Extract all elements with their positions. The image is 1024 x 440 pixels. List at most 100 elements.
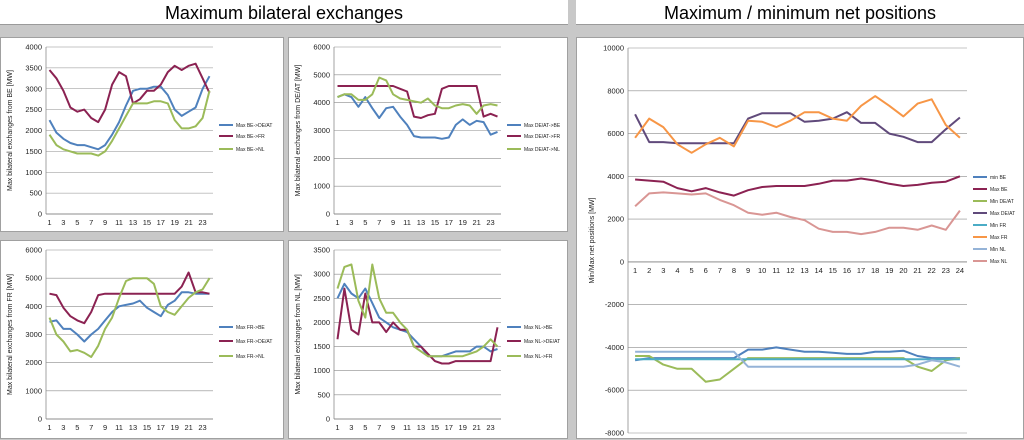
series-line xyxy=(634,346,960,362)
y-tick-label: 6000 xyxy=(313,43,330,52)
x-tick-label: 21 xyxy=(472,423,480,432)
x-tick-label: 11 xyxy=(115,218,123,227)
legend-label: Max DE/AT->BE xyxy=(524,123,561,129)
x-tick-label: 3 xyxy=(61,218,65,227)
y-tick-label: 1000 xyxy=(313,366,330,375)
series-line xyxy=(49,291,210,343)
x-tick-label: 13 xyxy=(129,218,137,227)
x-tick-label: 24 xyxy=(956,266,964,275)
x-tick-label: 11 xyxy=(403,423,411,432)
x-tick-label: 7 xyxy=(718,266,722,275)
x-tick-label: 1 xyxy=(335,218,339,227)
y-tick-label: 1500 xyxy=(25,147,42,156)
x-tick-label: 19 xyxy=(459,218,467,227)
x-tick-label: 18 xyxy=(871,266,879,275)
y-tick-label: 3000 xyxy=(313,270,330,279)
x-tick-label: 23 xyxy=(198,218,206,227)
series-line xyxy=(635,350,961,368)
x-tick-label: 9 xyxy=(103,218,107,227)
chart-panel-be: 0 500 1000 1500 2000 2500 3000 3500 4000 1 3 5 7 9 11 1… xyxy=(0,37,284,232)
x-tick-label: 1 xyxy=(335,423,339,432)
legend-label: Max FR xyxy=(990,235,1008,241)
x-tick-label: 1 xyxy=(47,423,51,432)
y-tick-label: 0 xyxy=(38,415,42,424)
y-tick-label: 0 xyxy=(326,415,330,424)
series-line xyxy=(634,191,961,236)
x-tick-label: 7 xyxy=(89,218,93,227)
x-tick-label: 13 xyxy=(800,266,808,275)
legend-label: Max BE xyxy=(990,187,1008,193)
x-tick-label: 3 xyxy=(349,218,353,227)
series-line xyxy=(337,76,498,115)
legend-label: Min FR xyxy=(990,223,1007,229)
x-tick-label: 23 xyxy=(198,423,206,432)
series-line xyxy=(48,62,211,124)
x-tick-label: 21 xyxy=(184,218,192,227)
legend-label: Max BE->FR xyxy=(236,134,265,140)
header-right: Maximum / minimum net positions xyxy=(576,0,1024,25)
series-line xyxy=(337,93,498,140)
x-tick-label: 21 xyxy=(184,423,192,432)
y-tick-label: 4000 xyxy=(25,302,42,311)
x-tick-label: 1 xyxy=(47,218,51,227)
y-tick-label: -4000 xyxy=(605,343,624,352)
x-tick-label: 10 xyxy=(758,266,766,275)
series-line xyxy=(48,90,211,157)
legend-label: Max BE->DE/AT xyxy=(236,123,272,129)
series-line xyxy=(634,95,961,154)
chart-net: -8000 -6000 -4000 -2000 0 2000 4000 6000 8000 100… xyxy=(589,44,1015,438)
legend-label: Max DE/AT->NL xyxy=(524,147,560,153)
x-tick-label: 17 xyxy=(857,266,865,275)
y-axis-title: Max bilateral exchanges from FR [MW] xyxy=(7,274,14,395)
x-tick-label: 17 xyxy=(445,218,453,227)
x-tick-label: 5 xyxy=(75,423,79,432)
x-tick-label: 9 xyxy=(391,423,395,432)
y-tick-label: 1000 xyxy=(313,182,330,191)
legend-label: Max FR->DE/AT xyxy=(236,339,272,345)
legend-label: Max DE/AT xyxy=(990,211,1015,217)
y-tick-label: -6000 xyxy=(605,386,624,395)
x-tick-label: 3 xyxy=(661,266,665,275)
series-line xyxy=(336,282,498,358)
y-axis-title: Max bilateral exchanges from BE [MW] xyxy=(7,70,14,191)
y-tick-label: 6000 xyxy=(607,129,624,138)
x-tick-label: 16 xyxy=(843,266,851,275)
y-axis-title: Max bilateral exchanges from DE/AT [MW] xyxy=(295,65,302,197)
legend-label: Max BE->NL xyxy=(236,147,265,153)
y-tick-label: 2000 xyxy=(313,154,330,163)
x-tick-label: 5 xyxy=(75,218,79,227)
x-tick-label: 13 xyxy=(417,423,425,432)
x-tick-label: 5 xyxy=(363,423,367,432)
legend-label: Max NL->DE/AT xyxy=(524,339,560,345)
x-tick-label: 14 xyxy=(815,266,823,275)
x-tick-label: 4 xyxy=(675,266,679,275)
y-tick-label: 1000 xyxy=(25,168,42,177)
y-tick-label: 3000 xyxy=(25,330,42,339)
y-tick-label: 5000 xyxy=(25,274,42,283)
x-tick-label: 21 xyxy=(472,218,480,227)
y-tick-label: 2000 xyxy=(25,126,42,135)
y-tick-label: 4000 xyxy=(313,98,330,107)
x-tick-label: 19 xyxy=(171,218,179,227)
legend-label: min BE xyxy=(990,175,1007,181)
x-tick-label: 11 xyxy=(772,266,780,275)
series-line xyxy=(49,271,210,325)
y-tick-label: 3000 xyxy=(313,126,330,135)
x-tick-label: 15 xyxy=(143,218,151,227)
series-line xyxy=(635,175,961,197)
x-tick-label: 17 xyxy=(445,423,453,432)
x-tick-label: 5 xyxy=(363,218,367,227)
x-tick-label: 21 xyxy=(913,266,921,275)
x-tick-label: 19 xyxy=(885,266,893,275)
legend-label: Max NL->BE xyxy=(524,325,553,331)
legend-label: Max FR->BE xyxy=(236,325,265,331)
x-tick-label: 17 xyxy=(157,218,165,227)
legend-label: Max NL->FR xyxy=(524,354,553,360)
y-tick-label: 10000 xyxy=(603,44,624,53)
series-line xyxy=(48,75,211,151)
x-tick-label: 15 xyxy=(829,266,837,275)
legend-label: Max NL xyxy=(990,259,1007,265)
x-tick-label: 7 xyxy=(89,423,93,432)
